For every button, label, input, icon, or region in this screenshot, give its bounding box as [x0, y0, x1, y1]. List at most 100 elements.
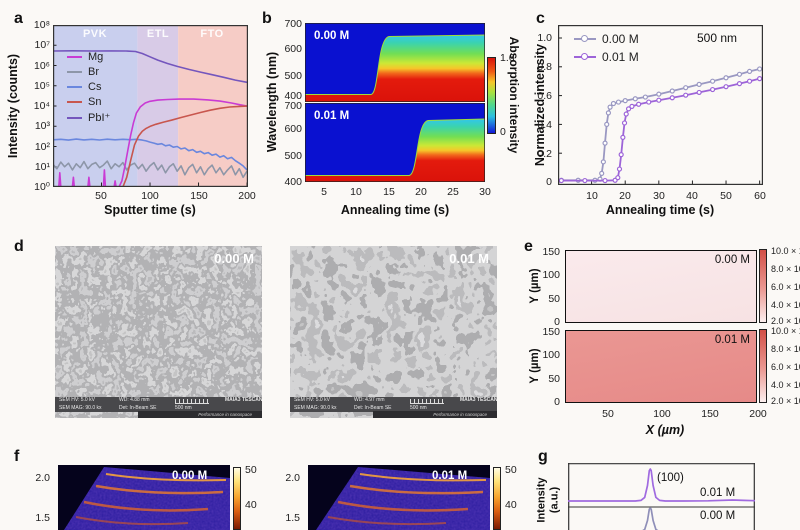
panel-e-label: e [524, 238, 533, 255]
c-000M-marker [574, 34, 596, 42]
c-ytick: 1.0 [537, 32, 552, 44]
sem-image-000M: 0.00 M SEM HV: 5.0 kV WD: 4.88 mm MAIA3 … [55, 246, 262, 418]
e-ytick: 50 [548, 293, 560, 305]
sem-hv: SEM HV: 5.0 kV [59, 397, 95, 403]
b-xtick: 25 [447, 186, 459, 198]
e-cbtick: 6.0 × 10 [771, 362, 800, 372]
f-ytick: 1.5 [285, 512, 300, 524]
b-heatmap-001M [305, 103, 485, 182]
a-xtick: 150 [190, 190, 208, 202]
b-x-axis-title: Annealing time (s) [340, 203, 450, 217]
a-ytick: 10⁴ [33, 100, 50, 112]
panel-f-label: f [14, 448, 20, 465]
b-ytick: 400 [284, 176, 302, 188]
f-colorbar-1 [233, 467, 241, 530]
c-ytick: 0.4 [537, 119, 552, 131]
sn-line-swatch [67, 101, 82, 103]
c-legend-label: 0.01 M [602, 49, 639, 64]
a-legend-label: Sn [88, 96, 102, 108]
f-colorbar-2 [493, 467, 501, 530]
a-ytick: 10⁵ [33, 80, 50, 92]
c-xtick: 20 [619, 190, 631, 202]
b-colorbar-max: 1.6 [500, 52, 515, 64]
a-legend-label: Cs [88, 81, 102, 93]
e-map2-label: 0.01 M [714, 334, 750, 346]
sem1-label: 0.00 M [214, 251, 254, 266]
f-cbtick: 50 [505, 464, 517, 476]
b-map2-label: 0.01 M [314, 110, 350, 122]
panel-d-label: d [14, 238, 24, 255]
e-ytick: 50 [548, 373, 560, 385]
b-xtick: 5 [321, 186, 327, 198]
a-legend-label: Mg [88, 51, 104, 63]
c-xtick: 50 [720, 190, 732, 202]
e-map1-label: 0.00 M [714, 254, 750, 266]
b-ytick: 500 [284, 70, 302, 82]
a-region-pvk: PVK [82, 28, 108, 40]
b-ytick: 500 [284, 150, 302, 162]
pbi-line-swatch [67, 116, 82, 119]
e-cbtick: 2.0 × 10 [771, 316, 800, 326]
b-ytick: 400 [284, 90, 302, 102]
c-xtick: 40 [686, 190, 698, 202]
sem-scale: 500 nm [410, 404, 427, 411]
c-ytick: 0 [546, 176, 552, 188]
sem-wd: WD: 4.88 mm [119, 397, 150, 403]
e-xtick: 100 [653, 408, 671, 420]
sem-mag: SEM MAG: 90.0 kx [59, 404, 102, 411]
mg-line-swatch [67, 56, 82, 58]
a-xtick: 50 [95, 190, 107, 202]
sem2-infobar: SEM HV: 5.0 kV WD: 4.97 mm MAIA3 TESCAN … [290, 397, 497, 412]
e-cbtick: 10.0 × 10 [771, 246, 800, 256]
f-ytick: 1.5 [35, 512, 50, 524]
scale-ruler [410, 399, 444, 404]
f-ytick: 2.0 [285, 472, 300, 484]
e-colorbar-1 [759, 249, 767, 323]
sem1-tagline: Performance in nanospace [138, 411, 262, 418]
a-ytick: 10⁶ [33, 60, 50, 72]
sem-det: Det: In-Beam SE [119, 404, 157, 411]
a-ytick: 10³ [34, 120, 50, 132]
a-legend-item-br: Br [67, 66, 110, 78]
a-legend-label: PbI⁺ [88, 112, 111, 124]
g-ylabel-2: (a.u.) [548, 486, 560, 514]
b-xtick: 30 [479, 186, 491, 198]
c-wavelength-annotation: 500 nm [697, 31, 738, 45]
panel-c-label: c [536, 10, 545, 27]
a-ytick: 10⁰ [34, 181, 50, 193]
a-legend-item-pbi: PbI⁺ [67, 111, 110, 124]
c-legend: 0.00 M 0.01 M [574, 31, 639, 64]
panel-g-label: g [538, 448, 548, 465]
b-colorbar-title: Absorption intensity [507, 36, 521, 154]
g-peak-label: (100) [657, 472, 684, 484]
a-region-etl: ETL [146, 28, 170, 40]
e-xtick: 150 [701, 408, 719, 420]
e-ytick: 0 [554, 396, 560, 408]
c-001M-marker [574, 52, 596, 60]
scale-ruler [175, 399, 209, 404]
c-plot [558, 25, 763, 185]
c-ytick: 0.8 [537, 61, 552, 73]
e-ytick: 100 [542, 349, 560, 361]
b-ytick: 600 [284, 123, 302, 135]
b-xtick: 20 [415, 186, 427, 198]
a-legend: Mg Br Cs Sn PbI⁺ [67, 51, 110, 124]
a-xtick: 200 [238, 190, 256, 202]
e-colorbar-2 [759, 329, 767, 403]
g-ylabel-1: Intensity [535, 477, 548, 523]
c-xtick: 30 [653, 190, 665, 202]
e-cbtick: 10.0 × 10 [771, 326, 800, 336]
sem-scale: 500 nm [175, 404, 192, 411]
e-cbtick: 4.0 × 10 [771, 300, 800, 310]
sem2-label: 0.01 M [449, 251, 489, 266]
sem-texture [55, 246, 262, 418]
c-legend-label: 0.00 M [602, 31, 639, 46]
b-colorbar-min: 0 [500, 126, 506, 138]
e-cbtick: 8.0 × 10 [771, 264, 800, 274]
a-plot [53, 25, 248, 187]
a-y-axis-title: Intensity (counts) [6, 53, 20, 159]
e-ytick: 150 [542, 326, 560, 338]
a-legend-label: Br [88, 66, 99, 78]
a-x-axis-title: Sputter time (s) [104, 203, 196, 217]
